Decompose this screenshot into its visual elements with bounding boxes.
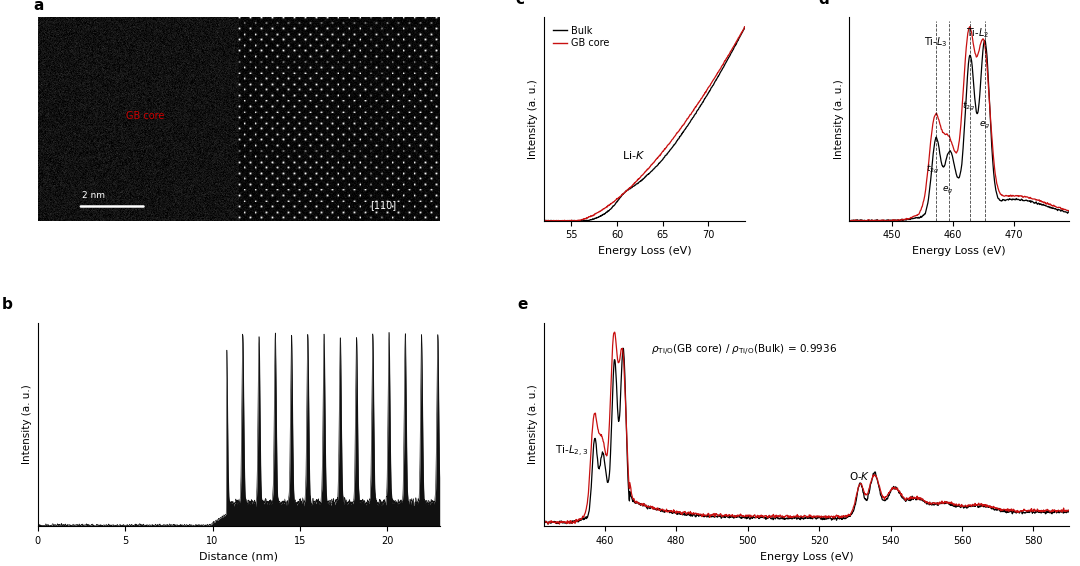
Text: $t_{2g}$: $t_{2g}$ [962, 100, 975, 113]
Text: b: b [2, 297, 13, 312]
Y-axis label: Intensity (a. u.): Intensity (a. u.) [528, 385, 538, 464]
Text: $\rho_{\mathrm{Ti/O}}$(GB core) / $\rho_{\mathrm{Ti/O}}$(Bulk) = 0.9936: $\rho_{\mathrm{Ti/O}}$(GB core) / $\rho_… [650, 343, 837, 358]
Text: 2 nm: 2 nm [82, 191, 105, 200]
Text: Ti-$L_2$: Ti-$L_2$ [967, 27, 989, 40]
Text: $e_g$: $e_g$ [942, 185, 954, 196]
Y-axis label: Intensity (a. u.): Intensity (a. u.) [834, 79, 843, 158]
Text: a: a [33, 0, 44, 13]
X-axis label: Energy Loss (eV): Energy Loss (eV) [759, 552, 853, 561]
X-axis label: Distance (nm): Distance (nm) [199, 552, 279, 561]
Text: e: e [517, 297, 528, 312]
Text: [110]: [110] [370, 200, 396, 211]
Y-axis label: Intensity (a. u.): Intensity (a. u.) [528, 79, 538, 158]
Text: $t_{2g}$: $t_{2g}$ [926, 162, 939, 176]
Text: d: d [819, 0, 829, 7]
Text: Ti-$L_{2,3}$: Ti-$L_{2,3}$ [555, 444, 588, 460]
Text: Ti-$L_3$: Ti-$L_3$ [923, 36, 947, 49]
Text: $e_g$: $e_g$ [978, 120, 990, 131]
Legend: Bulk, GB core: Bulk, GB core [549, 22, 613, 52]
Text: O-$K$: O-$K$ [850, 470, 870, 482]
Text: GB core: GB core [126, 111, 164, 121]
Text: c: c [516, 0, 525, 7]
X-axis label: Energy Loss (eV): Energy Loss (eV) [913, 246, 1005, 256]
X-axis label: Energy Loss (eV): Energy Loss (eV) [597, 246, 691, 256]
Y-axis label: Intensity (a. u.): Intensity (a. u.) [23, 385, 32, 464]
Text: Li-$K$: Li-$K$ [622, 149, 645, 161]
